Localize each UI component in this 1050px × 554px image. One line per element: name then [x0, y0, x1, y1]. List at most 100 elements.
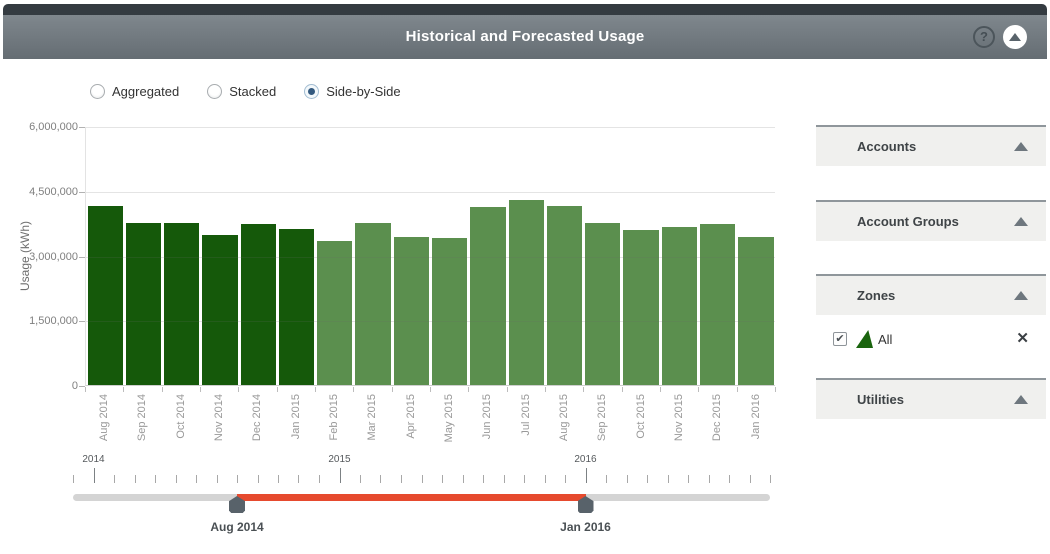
usage-bar-dec-2014[interactable]: [240, 224, 276, 385]
ruler-minor-tick: [687, 475, 689, 483]
usage-bar-dec-2015[interactable]: [700, 223, 736, 385]
usage-bar-jan-2015[interactable]: [278, 229, 315, 385]
collapse-arrow-icon[interactable]: [1014, 217, 1028, 226]
usage-bar-apr-2015[interactable]: [393, 236, 430, 385]
bar-slot: [469, 127, 507, 385]
radio-circle-icon[interactable]: [207, 84, 223, 99]
usage-bar-aug-2015[interactable]: [546, 206, 583, 385]
slider-selected-range[interactable]: [237, 494, 586, 501]
ruler-minor-tick: [770, 475, 771, 483]
x-label-slot: Feb 2015: [315, 394, 353, 452]
usage-bar-may-2015[interactable]: [432, 237, 468, 385]
ruler-minor-tick: [237, 475, 238, 483]
ruler-minor-tick: [298, 475, 300, 483]
x-tick-mark: [660, 387, 661, 392]
ruler-minor-tick: [134, 475, 136, 483]
radio-circle-icon[interactable]: [90, 84, 105, 99]
window-top-strip: [3, 4, 1047, 15]
usage-bar-nov-2015[interactable]: [661, 226, 697, 385]
help-icon[interactable]: ?: [973, 26, 995, 48]
y-tick-label: 3,000,000: [29, 250, 78, 263]
ruler-minor-tick: [175, 475, 177, 483]
bar-slot: [239, 127, 277, 385]
x-tick-label: Jun 2015: [481, 394, 494, 440]
ruler-minor-tick: [196, 475, 197, 483]
ruler-minor-tick: [523, 475, 525, 483]
x-tick-label: Nov 2015: [673, 394, 686, 442]
x-tick-mark: [468, 387, 470, 392]
radio-stacked[interactable]: Stacked: [207, 84, 276, 99]
radio-side-by-side[interactable]: Side-by-Side: [304, 84, 401, 99]
usage-bar-jun-2015[interactable]: [470, 207, 506, 385]
x-tick-label: Jul 2015: [519, 394, 532, 436]
x-label-slot: Sep 2015: [583, 394, 621, 452]
panel-header-account-groups[interactable]: Account Groups: [816, 200, 1046, 241]
x-tick-label: Nov 2014: [213, 394, 226, 442]
x-axis-ticks: [85, 387, 776, 392]
bar-slot: [584, 127, 622, 385]
collapse-arrow-icon[interactable]: [1014, 291, 1028, 300]
zone-checkbox[interactable]: ✔: [833, 332, 847, 346]
slider-handle-end[interactable]: [577, 496, 594, 513]
ruler-minor-tick: [216, 475, 218, 483]
usage-bar-oct-2015[interactable]: [623, 230, 659, 385]
x-tick-mark: [583, 387, 585, 392]
x-label-slot: Jan 2015: [277, 394, 315, 452]
ruler-minor-tick: [278, 475, 279, 483]
x-tick-mark: [123, 387, 125, 392]
collapse-arrow-icon[interactable]: [1014, 395, 1028, 404]
panel-header-accounts[interactable]: Accounts: [816, 125, 1046, 166]
panel-header-utilities[interactable]: Utilities: [816, 378, 1046, 419]
collapse-panel-button[interactable]: [1003, 25, 1027, 49]
remove-zone-icon[interactable]: ✕: [1016, 330, 1029, 347]
x-tick-mark: [698, 387, 700, 392]
x-tick-mark: [353, 387, 355, 392]
x-tick-label: Jan 2016: [749, 394, 762, 440]
view-mode-radio-group: Aggregated Stacked Side-by-Side: [90, 84, 401, 99]
ruler-minor-tick: [442, 475, 443, 483]
usage-bar-aug-2014[interactable]: [87, 206, 123, 385]
bar-slot: [545, 127, 583, 385]
y-tick-mark: [79, 256, 85, 258]
usage-bar-oct-2014[interactable]: [164, 223, 200, 385]
widget-header: Historical and Forecasted Usage ?: [3, 15, 1047, 59]
usage-bar-jan-2016[interactable]: [738, 236, 774, 385]
bar-slot: [737, 127, 775, 385]
ruler-minor-tick: [73, 475, 74, 483]
usage-bar-sep-2014[interactable]: [125, 223, 162, 385]
x-label-slot: Oct 2015: [622, 394, 660, 452]
x-tick-label: Feb 2015: [328, 394, 341, 441]
bar-slot: [660, 127, 698, 385]
bar-slot: [201, 127, 239, 385]
y-tick-mark: [79, 321, 85, 323]
usage-bar-mar-2015[interactable]: [355, 223, 391, 385]
x-label-slot: Jan 2016: [737, 394, 775, 452]
x-tick-label: Aug 2015: [558, 394, 571, 442]
x-tick-mark: [161, 387, 163, 392]
x-tick-mark: [315, 387, 316, 392]
zone-color-swatch-icon: [856, 330, 873, 348]
usage-bar-sep-2015[interactable]: [585, 222, 621, 385]
ruler-minor-tick: [319, 475, 320, 483]
x-tick-label: Mar 2015: [366, 394, 379, 441]
collapse-arrow-icon[interactable]: [1014, 142, 1028, 151]
x-tick-mark: [391, 387, 393, 392]
ruler-minor-tick: [565, 475, 566, 483]
slider-handle-start[interactable]: [229, 496, 245, 513]
x-label-slot: Nov 2014: [200, 394, 238, 452]
ruler-minor-tick: [380, 475, 382, 483]
ruler-minor-tick: [729, 475, 730, 483]
bar-slot: [507, 127, 545, 385]
x-axis-labels: Aug 2014 Sep 2014 Oct 2014 Nov 2014 Dec 2014…: [85, 394, 775, 452]
ruler-minor-tick: [360, 475, 361, 483]
ruler-minor-tick: [647, 475, 648, 483]
radio-circle-icon[interactable]: [304, 84, 320, 99]
x-label-slot: Aug 2015: [545, 394, 583, 452]
panel-header-zones[interactable]: Zones: [816, 274, 1046, 315]
radio-aggregated[interactable]: Aggregated: [90, 84, 179, 99]
usage-bar-nov-2014[interactable]: [202, 234, 238, 385]
usage-bar-jul-2015[interactable]: [508, 199, 544, 385]
filter-sidebar: Accounts Account Groups Zones Utilities ✔ All…: [816, 125, 1046, 425]
usage-bar-feb-2015[interactable]: [317, 240, 353, 385]
